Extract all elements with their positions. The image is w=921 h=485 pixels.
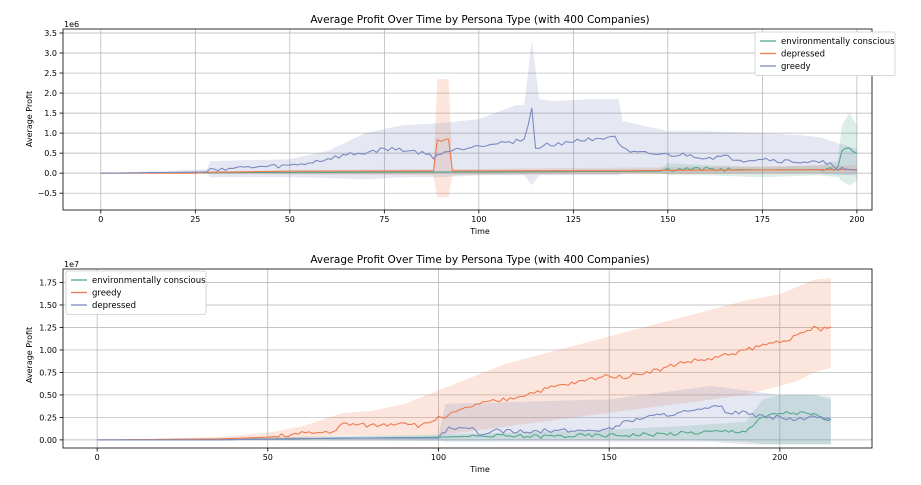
top-ytick-label: 2.5 xyxy=(44,69,57,78)
top-ytick-label: 1.5 xyxy=(44,109,57,118)
chart-bottom-xlabel: Time xyxy=(469,465,490,474)
bottom-band-environmentally-conscious xyxy=(97,394,832,445)
bottom-ytick-label: 1.25 xyxy=(39,323,57,332)
chart-top-offset-label: 1e6 xyxy=(64,20,79,29)
top-ytick-label: 3.0 xyxy=(44,49,57,58)
bottom-xtick-label: 0 xyxy=(95,453,100,462)
bottom-legend-label: environmentally conscious xyxy=(92,276,206,286)
top-ytick-label: −0.5 xyxy=(38,189,57,198)
bottom-xtick-label: 50 xyxy=(263,453,273,462)
bottom-band-depressed xyxy=(97,385,832,445)
top-xtick-label: 75 xyxy=(379,215,389,224)
bottom-ytick-label: 0.75 xyxy=(39,368,57,377)
top-ytick-label: 3.5 xyxy=(44,29,57,38)
bottom-ytick-label: 1.75 xyxy=(39,278,57,287)
chart-top-ylabel: Average Profit xyxy=(25,91,34,147)
top-ytick-label: 1.0 xyxy=(44,129,57,138)
bottom-axes-frame xyxy=(62,268,873,449)
chart-bottom-offset-label: 1e7 xyxy=(64,260,79,269)
chart-bottom-title: Average Profit Over Time by Persona Type… xyxy=(310,254,649,266)
bottom-legend-label: greedy xyxy=(92,289,122,299)
chart-top-legend: environmentally conscious depressed greedy xyxy=(754,31,896,76)
bottom-xtick-label: 100 xyxy=(431,453,446,462)
top-legend-label: environmentally conscious xyxy=(781,37,895,47)
top-line-depressed xyxy=(100,138,857,174)
top-band-environmentally-conscious xyxy=(100,113,857,186)
chart-top-title: Average Profit Over Time by Persona Type… xyxy=(310,14,649,26)
chart-bottom-legend: environmentally conscious greedy depressed xyxy=(65,270,207,315)
bottom-ytick-label: 0.25 xyxy=(39,413,57,422)
chart-top: Average Profit Over Time by Persona Type… xyxy=(25,14,896,236)
top-xtick-label: 200 xyxy=(849,215,864,224)
bottom-line-depressed xyxy=(97,405,832,441)
chart-bottom-ylabel: Average Profit xyxy=(25,327,34,383)
top-xtick-label: 0 xyxy=(98,215,103,224)
bottom-legend-label: depressed xyxy=(92,301,136,311)
top-legend-label: depressed xyxy=(781,50,825,60)
top-ytick-label: 2.0 xyxy=(44,89,57,98)
bottom-ytick-label: 1.50 xyxy=(39,301,57,310)
bottom-xtick-label: 150 xyxy=(602,453,617,462)
top-xtick-label: 150 xyxy=(660,215,675,224)
top-band-depressed xyxy=(100,79,857,198)
top-band-greedy xyxy=(100,41,857,186)
bottom-ytick-label: 1.00 xyxy=(39,346,57,355)
bottom-xtick-label: 200 xyxy=(772,453,787,462)
top-legend-label: greedy xyxy=(781,62,811,72)
chart-top-xlabel: Time xyxy=(469,227,490,236)
bottom-legend-frame xyxy=(65,270,207,315)
chart-bottom: Average Profit Over Time by Persona Type… xyxy=(25,254,873,474)
top-axes-frame xyxy=(62,28,873,211)
bottom-ytick-label: 0.50 xyxy=(39,391,57,400)
bottom-line-greedy xyxy=(97,325,832,441)
top-ytick-label: 0.5 xyxy=(44,149,57,158)
bottom-band-greedy xyxy=(97,278,832,440)
top-legend-frame xyxy=(754,31,896,76)
top-xtick-label: 100 xyxy=(471,215,486,224)
top-xtick-label: 175 xyxy=(755,215,770,224)
bottom-ytick-label: 0.00 xyxy=(39,436,57,445)
top-xtick-label: 25 xyxy=(190,215,200,224)
top-xtick-label: 125 xyxy=(566,215,581,224)
top-ytick-label: 0.0 xyxy=(44,169,57,178)
top-xtick-label: 50 xyxy=(285,215,295,224)
top-line-greedy xyxy=(100,107,857,174)
